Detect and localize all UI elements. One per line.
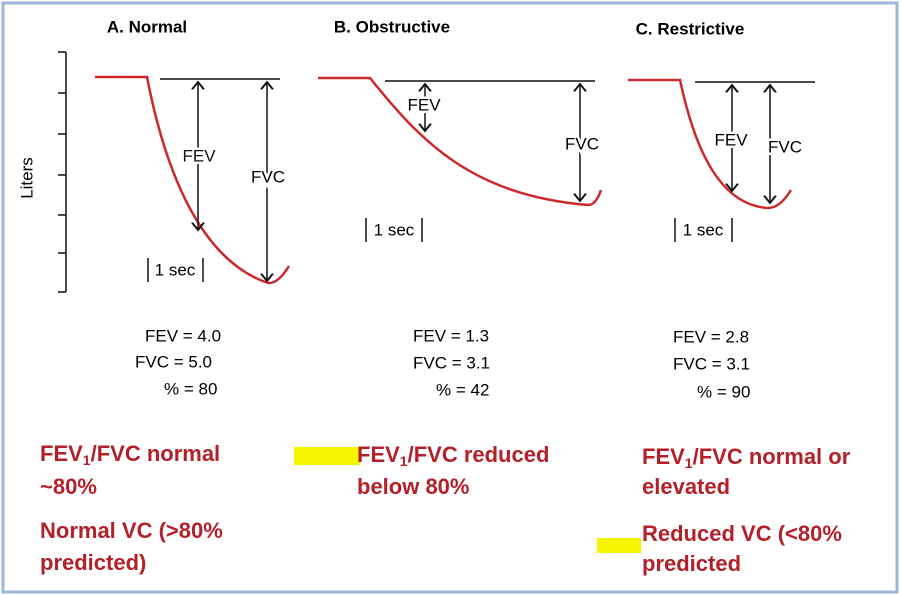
stat: FVC = 5.0 — [135, 352, 212, 371]
note-line: Reduced VC (<80% — [642, 521, 842, 546]
stat: % = 90 — [697, 382, 750, 401]
stat: % = 80 — [164, 379, 217, 398]
fev-label: FEV — [407, 95, 441, 114]
fvc-label: FVC — [251, 167, 285, 186]
panel-title: B. Obstructive — [334, 17, 450, 36]
note-line: predicted) — [40, 550, 146, 575]
note-text: /FVC normal — [91, 441, 221, 466]
notes: FEV1/FVC normal~80%Normal VC (>80%predic… — [40, 441, 851, 576]
note-line: below 80% — [357, 474, 469, 499]
stat: FEV = 1.3 — [413, 326, 489, 345]
note-text: FEV — [40, 441, 83, 466]
stat: % = 42 — [436, 380, 489, 399]
note-text: elevated — [642, 474, 730, 499]
y-axis-label: Liters — [17, 157, 36, 199]
panel-title: A. Normal — [107, 17, 187, 36]
note-line: ~80% — [40, 474, 97, 499]
note-text: FEV — [357, 442, 400, 467]
note-text: /FVC normal or — [693, 444, 851, 469]
note-line: FEV1/FVC normal or — [642, 444, 851, 471]
curve — [95, 75, 291, 285]
note-line: predicted — [642, 551, 741, 576]
note-text: predicted — [642, 551, 741, 576]
panel-title: C. Restrictive — [636, 19, 745, 38]
note-text: Normal VC (>80% — [40, 518, 223, 543]
fvc-label: FVC — [768, 137, 802, 156]
note-text: below 80% — [357, 474, 469, 499]
time-label: 1 sec — [155, 260, 196, 279]
stat: FVC = 3.1 — [673, 354, 750, 373]
subscript: 1 — [83, 452, 91, 468]
note-line: FEV1/FVC normal — [40, 441, 220, 468]
y-axis — [58, 51, 67, 293]
time-label: 1 sec — [374, 220, 415, 239]
fev-label: FEV — [182, 146, 216, 165]
fvc-label: FVC — [565, 134, 599, 153]
curve — [318, 76, 603, 207]
stat: FEV = 2.8 — [673, 327, 749, 346]
stat: FVC = 3.1 — [413, 353, 490, 372]
note-text: /FVC reduced — [408, 442, 550, 467]
curve — [628, 78, 793, 210]
note-text: FEV — [642, 444, 685, 469]
time-label: 1 sec — [683, 220, 724, 239]
note-line: elevated — [642, 474, 730, 499]
subscript: 1 — [685, 455, 693, 471]
note-text: ~80% — [40, 474, 97, 499]
highlight — [597, 538, 641, 553]
note-line: Normal VC (>80% — [40, 518, 223, 543]
subscript: 1 — [400, 453, 408, 469]
stat: FEV = 4.0 — [145, 326, 221, 345]
note-text: Reduced VC (<80% — [642, 521, 842, 546]
highlight — [294, 447, 360, 465]
note-text: predicted) — [40, 550, 146, 575]
note-line: FEV1/FVC reduced — [357, 442, 549, 469]
fev-label: FEV — [714, 130, 748, 149]
